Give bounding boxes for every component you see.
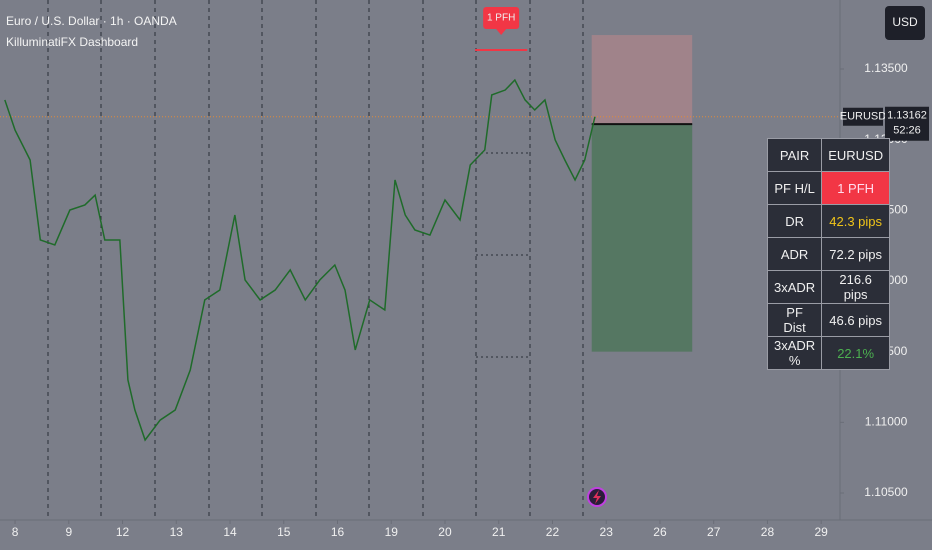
dashboard-key: 3xADR xyxy=(766,270,823,304)
x-tick-label: 16 xyxy=(331,525,345,539)
currency-label[interactable]: USD xyxy=(892,15,918,29)
dashboard-row: 3xADR 216.6 pips xyxy=(766,270,891,304)
y-tick-label: 1.10500 xyxy=(864,485,908,499)
x-tick-label: 19 xyxy=(385,525,399,539)
stop-zone xyxy=(591,35,693,125)
dashboard-row: PF Dist 46.6 pips xyxy=(766,303,891,337)
dashboard-key: ADR xyxy=(766,237,823,271)
session-dividers xyxy=(47,0,584,520)
pfh-pointer xyxy=(496,29,507,35)
target-zone xyxy=(591,124,693,352)
dashboard-row: 3xADR % 22.1% xyxy=(766,336,891,370)
dashboard-table: PAIR EURUSD PF H/L 1 PFH DR 42.3 pips ADR 72.2 … xyxy=(766,138,891,370)
x-tick-label: 13 xyxy=(170,525,184,539)
x-tick-label: 26 xyxy=(653,525,667,539)
dashboard-value: 216.6 pips xyxy=(821,270,891,304)
x-tick-label: 22 xyxy=(546,525,560,539)
dashboard-key: 3xADR % xyxy=(766,336,823,370)
x-tick-label: 29 xyxy=(815,525,829,539)
x-tick-label: 15 xyxy=(277,525,291,539)
lightning xyxy=(593,490,601,504)
pfh-badge xyxy=(483,7,520,29)
dashboard-value: 22.1% xyxy=(821,336,891,370)
dashboard-key: DR xyxy=(766,204,823,238)
dashboard-row: PAIR EURUSD xyxy=(766,138,891,172)
dashboard-key: PAIR xyxy=(766,138,823,172)
dashboard-value: EURUSD xyxy=(821,138,891,172)
x-tick-label: 27 xyxy=(707,525,721,539)
x-tick-label: 20 xyxy=(438,525,452,539)
x-tick-label: 14 xyxy=(223,525,237,539)
countdown-label: 52:26 xyxy=(893,125,921,137)
x-tick-label: 21 xyxy=(492,525,506,539)
dashboard-value: 1 PFH xyxy=(821,171,891,205)
range-boxes xyxy=(476,152,528,358)
price-line xyxy=(4,78,596,442)
symbol-label: EURUSD xyxy=(840,111,887,123)
x-tick-label: 8 xyxy=(12,525,19,539)
dashboard-key: PF H/L xyxy=(766,171,823,205)
dashboard-value: 46.6 pips xyxy=(821,303,891,337)
y-tick-label: 1.13500 xyxy=(864,61,908,75)
symbol-badge xyxy=(843,107,883,126)
dashboard-row: DR 42.3 pips xyxy=(766,204,891,238)
currency-button[interactable] xyxy=(885,6,925,40)
price-label: 1.13162 xyxy=(887,110,927,122)
pfh-label: 1 PFH xyxy=(487,13,515,24)
indicator-name: KilluminatiFX Dashboard xyxy=(6,35,138,49)
dashboard-key: PF Dist xyxy=(766,303,823,337)
dashboard-row: ADR 72.2 pips xyxy=(766,237,891,271)
x-tick-label: 23 xyxy=(600,525,614,539)
dashboard-value: 72.2 pips xyxy=(821,237,891,271)
price-badge xyxy=(885,106,929,141)
dashboard-value: 42.3 pips xyxy=(821,204,891,238)
dashboard-row: PF H/L 1 PFH xyxy=(766,171,891,205)
x-tick-label: 12 xyxy=(116,525,130,539)
chart-title: Euro / U.S. Dollar · 1h · OANDA xyxy=(6,14,177,28)
x-tick-label: 28 xyxy=(761,525,775,539)
y-tick-label: 1.11000 xyxy=(865,415,908,429)
x-tick-label: 9 xyxy=(65,525,72,539)
